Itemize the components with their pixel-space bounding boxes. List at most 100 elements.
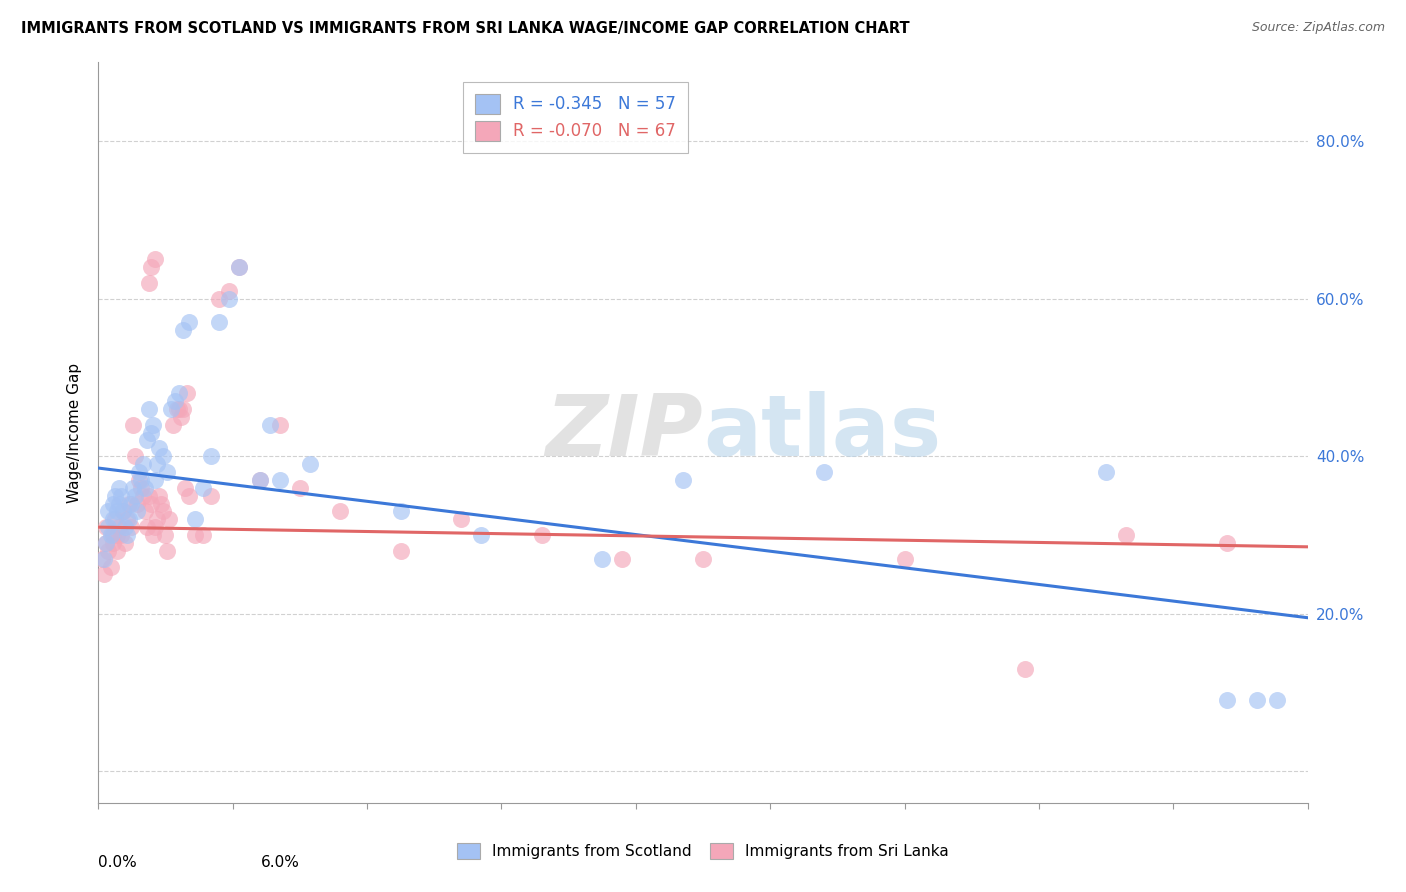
Text: 6.0%: 6.0% (262, 855, 299, 870)
Text: atlas: atlas (703, 391, 941, 475)
Point (228, 260, 250, 275)
Point (167, 402, 190, 417)
Point (97, 543, 120, 558)
Point (389, 543, 412, 558)
Point (100, 528, 122, 542)
Point (167, 386, 190, 401)
Point (93, 551, 115, 566)
Point (692, 551, 714, 566)
Point (228, 260, 250, 275)
Point (470, 528, 492, 542)
Point (138, 402, 160, 417)
Point (170, 409, 193, 424)
Point (148, 489, 170, 503)
Point (1216, 536, 1239, 550)
Point (146, 457, 169, 471)
Point (184, 528, 207, 542)
Point (208, 315, 231, 329)
Point (107, 481, 129, 495)
Point (105, 504, 128, 518)
Point (91, 551, 114, 566)
Point (813, 465, 835, 479)
Point (1014, 662, 1036, 676)
Point (672, 473, 695, 487)
Point (149, 496, 172, 510)
Point (138, 489, 160, 503)
Point (115, 528, 138, 542)
Point (132, 489, 155, 503)
Point (208, 292, 231, 306)
Point (156, 543, 179, 558)
Point (93, 567, 115, 582)
Point (166, 402, 188, 417)
Point (172, 323, 194, 337)
Point (125, 496, 148, 510)
Point (134, 481, 156, 495)
Point (96, 536, 118, 550)
Point (152, 449, 174, 463)
Point (249, 473, 271, 487)
Point (530, 528, 553, 542)
Point (163, 394, 186, 409)
Point (111, 504, 134, 518)
Point (193, 528, 215, 542)
Point (134, 504, 156, 518)
Point (172, 402, 194, 417)
Point (200, 449, 222, 463)
Point (1267, 693, 1289, 707)
Point (269, 473, 291, 487)
Legend: Immigrants from Scotland, Immigrants from Sri Lanka: Immigrants from Scotland, Immigrants fro… (451, 837, 955, 865)
Point (1095, 465, 1118, 479)
Point (157, 512, 180, 526)
Point (138, 276, 160, 290)
Point (162, 417, 184, 432)
Point (111, 504, 134, 518)
Point (174, 481, 197, 495)
Point (129, 481, 152, 495)
Point (115, 512, 138, 526)
Point (160, 402, 183, 417)
Point (135, 434, 157, 448)
Text: Source: ZipAtlas.com: Source: ZipAtlas.com (1251, 21, 1385, 34)
Point (139, 496, 162, 510)
Point (107, 496, 129, 510)
Point (103, 489, 125, 503)
Point (96, 536, 118, 550)
Point (114, 520, 136, 534)
Point (179, 315, 201, 329)
Point (97, 520, 120, 534)
Text: 0.0%: 0.0% (98, 855, 138, 870)
Point (103, 512, 125, 526)
Text: IMMIGRANTS FROM SCOTLAND VS IMMIGRANTS FROM SRI LANKA WAGE/INCOME GAP CORRELATIO: IMMIGRANTS FROM SCOTLAND VS IMMIGRANTS F… (21, 21, 910, 36)
Point (184, 512, 207, 526)
Point (146, 512, 169, 526)
Point (153, 528, 176, 542)
Point (299, 457, 322, 471)
Point (1246, 693, 1268, 707)
Point (218, 292, 240, 306)
Point (96, 520, 118, 534)
Point (893, 551, 915, 566)
Point (179, 489, 201, 503)
Point (120, 496, 142, 510)
Point (143, 520, 166, 534)
Point (142, 417, 165, 432)
Point (101, 512, 124, 526)
Point (143, 473, 166, 487)
Point (110, 489, 132, 503)
Point (148, 442, 170, 456)
Point (121, 481, 143, 495)
Point (105, 528, 128, 542)
Point (101, 496, 124, 510)
Y-axis label: Wage/Income Gap: Wage/Income Gap (67, 362, 83, 503)
Point (139, 425, 162, 440)
Point (132, 457, 155, 471)
Point (218, 284, 240, 298)
Point (249, 473, 271, 487)
Point (450, 512, 472, 526)
Point (125, 504, 148, 518)
Point (100, 559, 122, 574)
Point (124, 449, 146, 463)
Point (97, 504, 120, 518)
Point (269, 417, 291, 432)
